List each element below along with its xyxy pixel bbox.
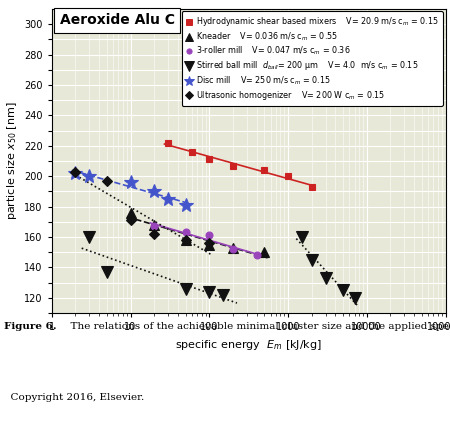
- Text: Figure 6.: Figure 6.: [4, 322, 57, 331]
- Y-axis label: particle size $x_{50}$ [nm]: particle size $x_{50}$ [nm]: [4, 102, 18, 220]
- Text: Copyright 2016, Elsevier.: Copyright 2016, Elsevier.: [4, 392, 145, 402]
- Text: Aeroxide Alu C: Aeroxide Alu C: [59, 13, 175, 28]
- Legend: Hydrodynamic shear based mixers    V= 20.9 m/s c$_m$ = 0.15, Kneader    V= 0.036: Hydrodynamic shear based mixers V= 20.9 …: [181, 11, 443, 106]
- Text: [74]: [74]: [64, 322, 450, 330]
- Text: The relations of the achievable minimal cluster size and the applied specific en: The relations of the achievable minimal …: [64, 322, 450, 331]
- X-axis label: specific energy  $E_m$ [kJ/kg]: specific energy $E_m$ [kJ/kg]: [175, 337, 322, 352]
